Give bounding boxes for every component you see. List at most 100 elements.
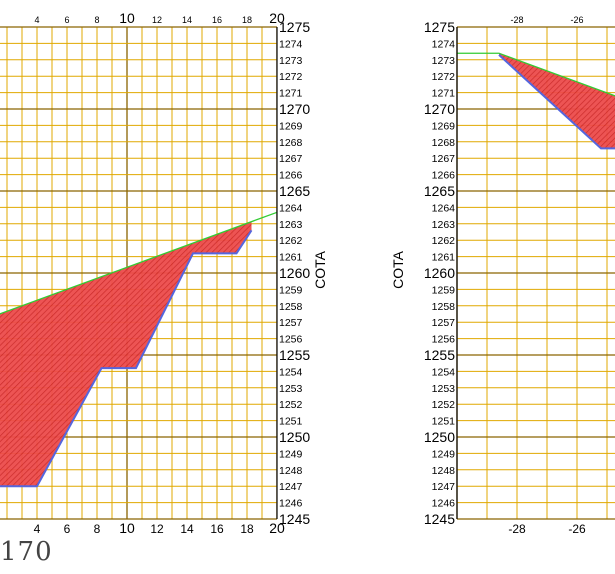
y-tick-label: 1268 <box>279 137 303 149</box>
y-tick-label: 1275 <box>424 19 455 35</box>
y-tick-label: 1275 <box>279 19 310 35</box>
terrain-line <box>0 211 277 315</box>
y-tick-label: 1255 <box>279 347 310 363</box>
y-tick-label: 1273 <box>432 55 456 67</box>
x-tick-label: 4 <box>34 522 41 536</box>
y-tick-label: 1264 <box>279 202 303 214</box>
y-tick-label: 1247 <box>432 481 456 493</box>
x-tick-label: -26 <box>570 15 583 25</box>
y-tick-label: 1251 <box>279 416 303 428</box>
y-tick-label: 1245 <box>424 511 455 527</box>
y-tick-label: 1246 <box>432 498 456 510</box>
cut-profile-line <box>498 54 615 150</box>
x-tick-label: 4 <box>34 15 39 25</box>
y-tick-label: 1249 <box>279 448 303 460</box>
x-tick-label: 6 <box>64 15 69 25</box>
y-tick-label: 1258 <box>279 301 303 313</box>
left-section-labels: 1245124612471248124912501251125212531254… <box>34 10 328 536</box>
cut-fill-area <box>0 221 252 487</box>
y-tick-label: 1246 <box>279 498 303 510</box>
x-tick-label: -28 <box>510 15 523 25</box>
y-tick-label: 1272 <box>432 71 456 83</box>
y-tick-label: 1248 <box>432 465 456 477</box>
x-tick-label: 14 <box>180 522 194 536</box>
x-tick-label: 6 <box>64 522 71 536</box>
y-tick-label: 1265 <box>279 183 310 199</box>
y-tick-label: 1268 <box>432 137 456 149</box>
y-tick-label: 1259 <box>432 284 456 296</box>
y-tick-label: 1260 <box>279 265 310 281</box>
x-tick-label: 8 <box>94 522 101 536</box>
right-section-plot <box>456 26 615 520</box>
y-tick-label: 1271 <box>432 88 456 100</box>
left-section-plot <box>0 26 277 520</box>
y-tick-label: 1258 <box>432 301 456 313</box>
y-tick-label: 1257 <box>279 317 303 329</box>
x-tick-label: -28 <box>508 522 526 536</box>
y-tick-label: 1256 <box>279 334 303 346</box>
x-tick-label: 16 <box>212 15 222 25</box>
y-tick-label: 1263 <box>279 219 303 231</box>
y-tick-label: 1249 <box>432 448 456 460</box>
terrain-line <box>457 52 615 97</box>
y-tick-label: 1270 <box>279 101 310 117</box>
x-tick-label: 12 <box>152 15 162 25</box>
panel-gap <box>326 0 386 548</box>
x-tick-label: 14 <box>182 15 192 25</box>
y-tick-label: 1256 <box>432 334 456 346</box>
y-tick-label: 1272 <box>279 71 303 83</box>
y-tick-label: 1273 <box>279 55 303 67</box>
x-tick-label: 10 <box>119 10 135 26</box>
y-tick-label: 1260 <box>424 265 455 281</box>
y-tick-label: 1253 <box>279 383 303 395</box>
y-tick-label: 1247 <box>279 481 303 493</box>
x-tick-label: 18 <box>240 522 254 536</box>
y-tick-label: 1274 <box>432 38 456 50</box>
y-tick-label: 1250 <box>424 429 455 445</box>
y-tick-label: 1262 <box>279 235 303 247</box>
x-tick-label: 18 <box>242 15 252 25</box>
x-tick-label: 8 <box>94 15 99 25</box>
x-tick-label: 16 <box>210 522 224 536</box>
y-tick-label: 1252 <box>279 399 303 411</box>
y-tick-label: 1263 <box>432 219 456 231</box>
y-axis-title: COTA <box>390 250 406 289</box>
y-tick-label: 1245 <box>279 511 310 527</box>
y-tick-label: 1267 <box>432 153 456 165</box>
y-tick-label: 1259 <box>279 284 303 296</box>
y-axis-title: COTA <box>312 250 328 289</box>
y-tick-label: 1253 <box>432 383 456 395</box>
y-tick-label: 1250 <box>279 429 310 445</box>
x-tick-label: 20 <box>269 10 285 26</box>
x-tick-label: 20 <box>269 520 285 536</box>
cut-profile-line <box>0 229 253 488</box>
y-tick-label: 1266 <box>432 170 456 182</box>
y-tick-label: 1254 <box>432 366 456 378</box>
page-number: 170 <box>0 537 53 567</box>
y-tick-label: 1269 <box>279 120 303 132</box>
y-tick-label: 1264 <box>432 202 456 214</box>
y-tick-label: 1274 <box>279 38 303 50</box>
x-tick-label: 10 <box>119 520 135 536</box>
y-tick-label: 1262 <box>432 235 456 247</box>
x-tick-label: -26 <box>568 522 586 536</box>
y-tick-label: 1252 <box>432 399 456 411</box>
y-tick-label: 1248 <box>279 465 303 477</box>
x-tick-label: 12 <box>150 522 164 536</box>
y-tick-label: 1261 <box>432 252 456 264</box>
y-tick-label: 1257 <box>432 317 456 329</box>
y-tick-label: 1261 <box>279 252 303 264</box>
y-tick-label: 1271 <box>279 88 303 100</box>
y-tick-label: 1270 <box>424 101 455 117</box>
y-tick-label: 1254 <box>279 366 303 378</box>
y-tick-label: 1251 <box>432 416 456 428</box>
y-tick-label: 1255 <box>424 347 455 363</box>
y-tick-label: 1269 <box>432 120 456 132</box>
charts-svg: 1245124612471248124912501251125212531254… <box>0 0 615 548</box>
cut-fill-area <box>499 53 615 149</box>
y-tick-label: 1266 <box>279 170 303 182</box>
y-tick-label: 1265 <box>424 183 455 199</box>
y-tick-label: 1267 <box>279 153 303 165</box>
